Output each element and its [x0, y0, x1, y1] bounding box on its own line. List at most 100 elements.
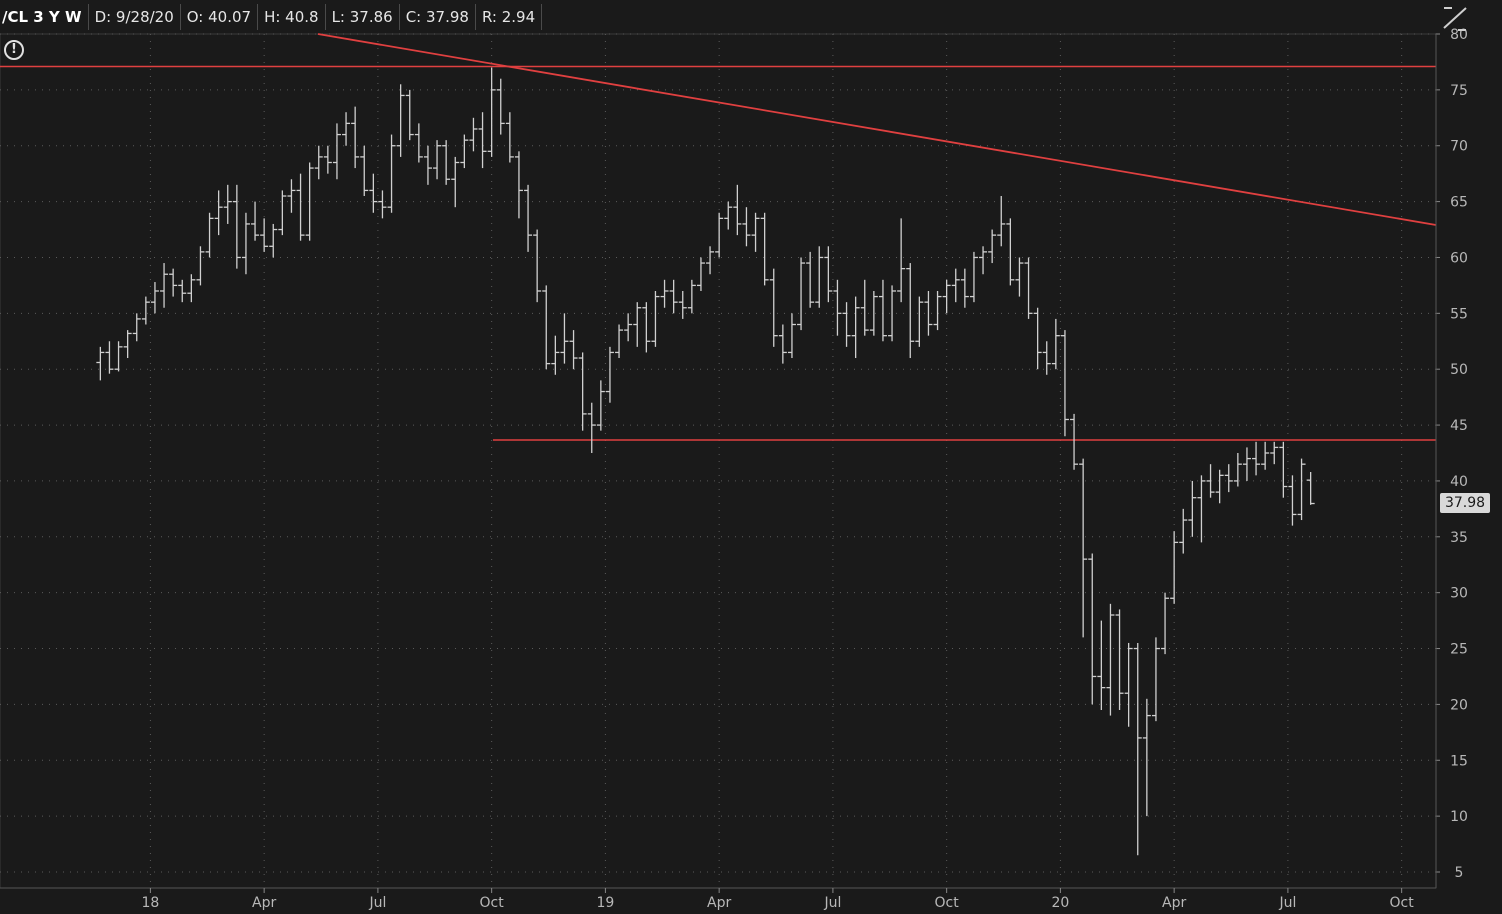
y-tick-label: 15 — [1450, 753, 1468, 769]
ohlc-bar — [1124, 642, 1133, 727]
y-tick-label: 30 — [1450, 586, 1468, 602]
range-readout: R: 2.94 — [476, 4, 543, 30]
ohlc-bar — [1006, 218, 1015, 286]
chart-grid — [0, 33, 1437, 889]
ohlc-bar — [869, 290, 878, 336]
x-tick-label: 20 — [1051, 895, 1069, 911]
date-readout: D: 9/28/20 — [89, 4, 181, 30]
alert-circle-icon[interactable]: ! — [4, 40, 24, 60]
ohlc-bar — [979, 246, 988, 275]
ohlc-bar — [342, 112, 351, 146]
ohlc-bar — [715, 212, 724, 258]
ohlc-bar — [669, 279, 678, 314]
y-tick-label: 35 — [1450, 530, 1468, 546]
ohlc-bar — [1161, 592, 1170, 655]
ohlc-bar — [150, 282, 159, 314]
ohlc-bar — [451, 156, 460, 208]
ohlc-bar — [560, 313, 569, 364]
y-tick-label: 50 — [1450, 362, 1468, 378]
ohlc-bar — [223, 184, 232, 224]
x-tick-label: Jul — [823, 895, 841, 911]
ohlc-bar — [906, 263, 915, 359]
ohlc-bar — [605, 346, 614, 403]
ohlc-bar — [132, 313, 141, 342]
ohlc-bar — [178, 279, 187, 303]
drawing-tools-icon[interactable] — [1442, 4, 1468, 32]
ohlc-bar — [624, 313, 633, 342]
time-axis: 18 Apr Jul Oct 19 Apr Jul Oct 20 Apr Jul Oct — [0, 887, 1436, 911]
ohlc-bar — [969, 251, 978, 303]
x-tick-label: Apr — [252, 895, 276, 911]
ohlc-bar — [787, 313, 796, 359]
ohlc-bar — [278, 190, 287, 236]
ohlc-bar — [360, 145, 369, 197]
ohlc-bar — [778, 324, 787, 364]
ohlc-bar — [1279, 441, 1288, 498]
last-price-label: 37.98 — [1440, 493, 1490, 513]
ohlc-bar — [551, 335, 560, 375]
ohlc-bar — [123, 330, 132, 359]
ohlc-bar — [1224, 464, 1233, 493]
ohlc-bar — [533, 229, 542, 303]
ohlc-bar — [260, 218, 269, 252]
ohlc-bar — [797, 257, 806, 331]
ohlc-bar — [305, 162, 314, 241]
y-tick-label: 70 — [1450, 139, 1468, 155]
ohlc-bar — [514, 151, 523, 219]
ohlc-bar — [269, 223, 278, 258]
ohlc-bar — [1042, 341, 1051, 375]
ohlc-bar — [1151, 637, 1160, 722]
ohlc-bar — [696, 257, 705, 291]
ohlc-bar — [742, 207, 751, 247]
ohlc-bar — [997, 196, 1006, 247]
ohlc-bar — [1288, 475, 1297, 526]
ohlc-bar — [442, 140, 451, 185]
ohlc-bar — [569, 330, 578, 370]
ohlc-bar — [169, 268, 178, 297]
ohlc-bar — [806, 251, 815, 308]
ohlc-bar — [1233, 453, 1242, 487]
ohlc-bar — [888, 285, 897, 342]
ohlc-bar — [232, 184, 241, 269]
ohlc-bar — [1206, 464, 1215, 498]
ohlc-bar — [1051, 318, 1060, 370]
ohlc-bar — [187, 274, 196, 303]
ohlc-bar — [642, 302, 651, 353]
ohlc-bar — [1033, 307, 1042, 370]
y-tick-label: 10 — [1450, 809, 1468, 825]
ohlc-bar — [1097, 620, 1106, 710]
ohlc-bar — [724, 201, 733, 230]
ohlc-bar — [596, 380, 605, 431]
ohlc-bar — [323, 145, 332, 174]
ohlc-bar — [114, 341, 123, 372]
y-tick-label: 55 — [1450, 306, 1468, 322]
ohlc-bar — [1215, 469, 1224, 504]
x-tick-label: Oct — [1390, 895, 1415, 911]
ohlc-bar — [505, 112, 514, 163]
ohlc-bar — [988, 229, 997, 264]
ohlc-bar — [1088, 553, 1097, 705]
ohlc-bar — [96, 346, 105, 381]
ohlc-bar — [196, 246, 205, 286]
ohlc-bar — [205, 212, 214, 258]
ohlc-bar — [396, 84, 405, 157]
symbol-label[interactable]: /CL 3 Y W — [0, 4, 89, 30]
ohlc-bar — [1306, 471, 1315, 505]
ohlc-bar — [405, 89, 414, 141]
ohlc-bar — [1179, 508, 1188, 554]
ohlc-bar — [769, 268, 778, 347]
ohlc-bar — [1142, 698, 1151, 817]
x-tick-label: Jul — [368, 895, 386, 911]
ohlc-bar — [824, 246, 833, 303]
ohlc-bar — [105, 341, 114, 374]
downtrend-line — [317, 33, 1437, 226]
ohlc-bar — [469, 117, 478, 152]
x-tick-label: 18 — [141, 895, 159, 911]
ohlc-bar — [915, 296, 924, 347]
ohlc-bar — [924, 290, 933, 336]
ohlc-bar — [897, 218, 906, 303]
ohlc-bar — [1188, 480, 1197, 537]
trendlines — [0, 33, 1437, 441]
ohlc-bar — [241, 212, 250, 275]
